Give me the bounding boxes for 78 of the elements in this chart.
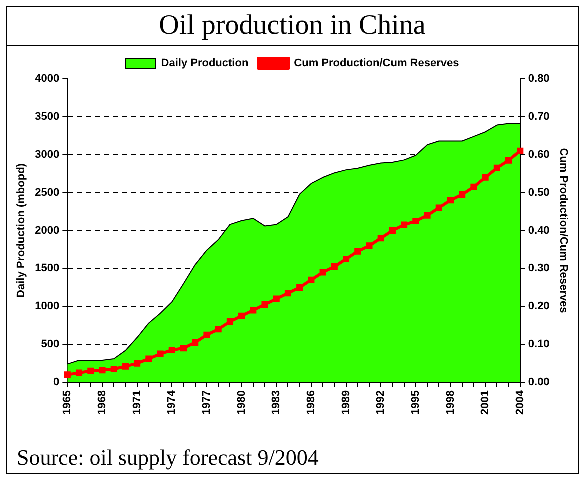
legend-label: Daily Production [161, 58, 249, 70]
y2-tick-label: 0.10 [528, 338, 550, 351]
y-tick-label: 3000 [35, 148, 60, 161]
point [262, 301, 268, 308]
point [238, 312, 246, 320]
point [378, 235, 384, 242]
point [412, 218, 420, 225]
y-tick-label: 4000 [35, 73, 60, 86]
point [250, 307, 257, 314]
x-tick-label: 1968 [96, 390, 109, 416]
x-tick-label: 2001 [480, 390, 492, 416]
point [343, 256, 350, 262]
point [401, 222, 408, 228]
point [157, 350, 164, 358]
point [88, 368, 94, 374]
y2-tick-label: 0.70 [528, 110, 550, 123]
point [354, 248, 362, 255]
y2-tick-label: 0.00 [528, 376, 550, 389]
x-tick-label: 1992 [375, 390, 388, 416]
point [204, 332, 210, 338]
point [168, 347, 176, 354]
x-tick-label: 1986 [305, 390, 318, 416]
point [506, 157, 512, 164]
point [99, 367, 106, 374]
y-tick-label: 500 [41, 338, 60, 351]
point [389, 227, 396, 234]
point [447, 197, 454, 204]
source-note: Source: oil supply forecast 9/2004 [17, 445, 319, 471]
y-tick-label: 0 [54, 376, 60, 389]
point [192, 339, 199, 346]
x-tick-label: 1983 [270, 390, 283, 416]
y2-tick-label: 0.60 [528, 148, 550, 161]
point [482, 174, 489, 181]
x-tick-label: 1977 [201, 390, 213, 416]
x-tick-label: 1965 [62, 390, 74, 416]
y2-tick-label: 0.50 [528, 186, 550, 199]
y-tick-label: 1500 [35, 262, 60, 275]
point [110, 366, 118, 373]
point [436, 204, 442, 212]
point [308, 276, 315, 284]
y-tick-label: 2500 [35, 186, 60, 199]
y2-tick-label: 0.40 [528, 224, 550, 237]
point [470, 184, 478, 190]
point [146, 356, 152, 362]
legend-label: Cum Production/Cum Reserves [294, 58, 460, 70]
y-axis-title: Daily Production (mbopd) [16, 163, 28, 298]
x-tick-label: 1998 [444, 390, 457, 416]
y2-axis-title: Cum Production/Cum Reserves [557, 148, 570, 314]
point [459, 191, 466, 198]
point [424, 212, 431, 219]
point [226, 318, 234, 326]
y-tick-label: 3500 [35, 110, 60, 123]
point [64, 372, 71, 378]
point [517, 148, 524, 154]
point [320, 269, 326, 276]
y2-tick-label: 0.30 [528, 262, 550, 275]
point [122, 363, 129, 370]
point [366, 242, 373, 250]
x-tick-label: 1971 [131, 390, 144, 416]
x-tick-label: 1980 [236, 390, 248, 416]
x-tick-label: 1989 [340, 390, 352, 416]
x-tick-label: 1974 [166, 390, 178, 416]
point [76, 370, 83, 376]
point [284, 290, 292, 297]
y-tick-label: 2000 [35, 224, 60, 237]
point [215, 326, 222, 333]
y2-tick-label: 0.80 [528, 73, 550, 86]
x-tick-label: 1995 [410, 390, 422, 416]
point [331, 264, 338, 270]
chart-title: Oil production in China [7, 7, 578, 46]
y-tick-label: 1000 [35, 300, 60, 313]
point [180, 345, 188, 352]
point [273, 296, 280, 302]
point [494, 164, 500, 172]
point [296, 284, 304, 291]
x-tick-label: 2004 [514, 390, 526, 416]
y2-tick-label: 0.20 [528, 300, 550, 313]
point [134, 360, 141, 367]
